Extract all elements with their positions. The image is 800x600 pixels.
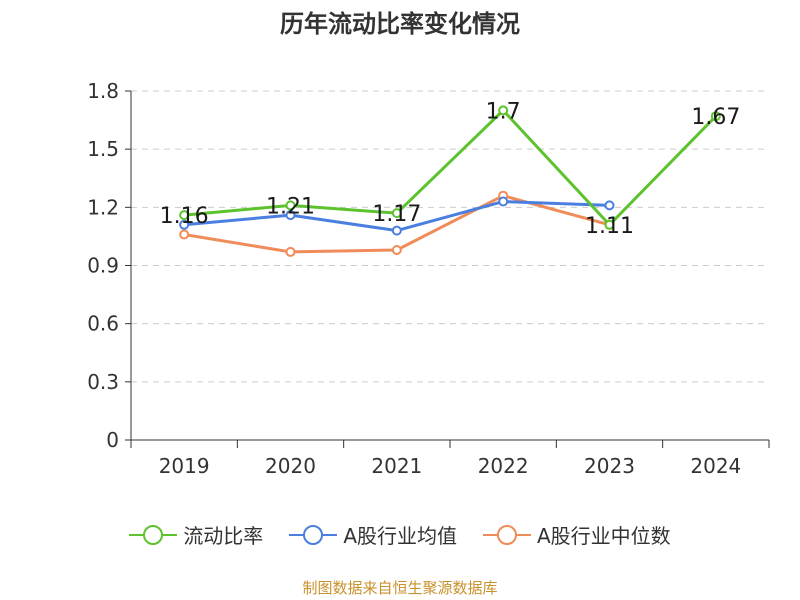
y-tick-label: 0.9 (87, 254, 119, 278)
data-point (604, 200, 615, 211)
legend-label-current-ratio: 流动比率 (183, 524, 264, 548)
data-source-note: 制图数据来自恒生聚源数据库 (302, 579, 498, 597)
legend: 流动比率 A股行业均值 A股行业中位数 (0, 520, 800, 549)
data-point (285, 246, 296, 257)
legend-item-industry-avg[interactable]: A股行业均值 (289, 520, 457, 549)
series-line (184, 108, 717, 227)
data-point (179, 229, 190, 240)
chart-title: 历年流动比率变化情况 (280, 10, 520, 38)
data-point (391, 225, 402, 236)
data-point (179, 219, 190, 230)
data-label: 1.21 (266, 194, 315, 219)
data-point (285, 200, 296, 211)
data-label: 1.7 (486, 99, 521, 124)
data-point (498, 105, 509, 116)
x-tick-label: 2022 (478, 454, 529, 478)
legend-label-industry-avg: A股行业均值 (343, 524, 457, 548)
data-point (391, 244, 402, 255)
legend-marker-current-ratio (129, 524, 178, 545)
grid-lines (131, 90, 769, 383)
data-labels: 1.16 1.21 1.17 1.7 1.11 1.67 (160, 99, 741, 238)
x-tick-label: 2021 (371, 454, 422, 478)
axes: 0 0.3 0.6 0.9 1.2 1.5 1.8 2019 2020 2021 2022 2023 2… (87, 79, 770, 478)
x-tick-label: 2020 (265, 454, 316, 478)
data-label: 1.11 (585, 214, 634, 239)
x-tick-label: 2019 (159, 454, 210, 478)
x-tick-label: 2023 (584, 454, 635, 478)
data-point (498, 196, 509, 207)
data-point (391, 208, 402, 219)
data-label: 1.67 (691, 105, 740, 130)
legend-marker-industry-avg (289, 524, 338, 545)
y-tick-label: 0 (106, 428, 119, 452)
y-tick-label: 0.6 (87, 312, 119, 336)
y-tick-label: 1.2 (87, 195, 119, 219)
data-label: 1.17 (372, 202, 421, 227)
x-tick-label: 2024 (690, 454, 741, 478)
series-lines (179, 105, 721, 257)
data-point (285, 210, 296, 221)
data-point (710, 111, 721, 122)
data-point (179, 210, 190, 221)
y-tick-label: 0.3 (87, 370, 119, 394)
legend-marker-industry-median (483, 524, 531, 545)
data-label: 1.16 (160, 204, 209, 229)
y-tick-label: 1.8 (87, 79, 119, 103)
data-point (604, 219, 615, 230)
legend-item-industry-median[interactable]: A股行业中位数 (483, 520, 671, 549)
y-tick-label: 1.5 (87, 137, 119, 161)
legend-label-industry-median: A股行业中位数 (537, 524, 671, 548)
legend-item-current-ratio[interactable]: 流动比率 (129, 520, 263, 549)
